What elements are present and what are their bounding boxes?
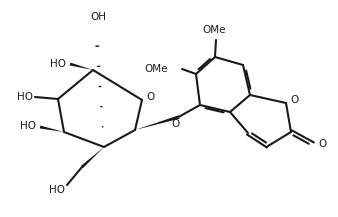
Text: OH: OH (90, 12, 106, 22)
Text: O: O (172, 119, 180, 129)
Text: O: O (318, 139, 326, 149)
Text: HO: HO (50, 59, 66, 69)
Text: HO: HO (17, 92, 33, 102)
Polygon shape (40, 125, 64, 132)
Text: OMe: OMe (145, 64, 168, 74)
Text: O: O (290, 95, 298, 105)
Text: OMe: OMe (202, 25, 226, 35)
Text: HO: HO (20, 121, 36, 131)
Text: HO: HO (49, 185, 65, 195)
Polygon shape (81, 147, 104, 168)
Polygon shape (135, 115, 179, 130)
Text: O: O (146, 92, 154, 102)
Polygon shape (70, 62, 93, 70)
